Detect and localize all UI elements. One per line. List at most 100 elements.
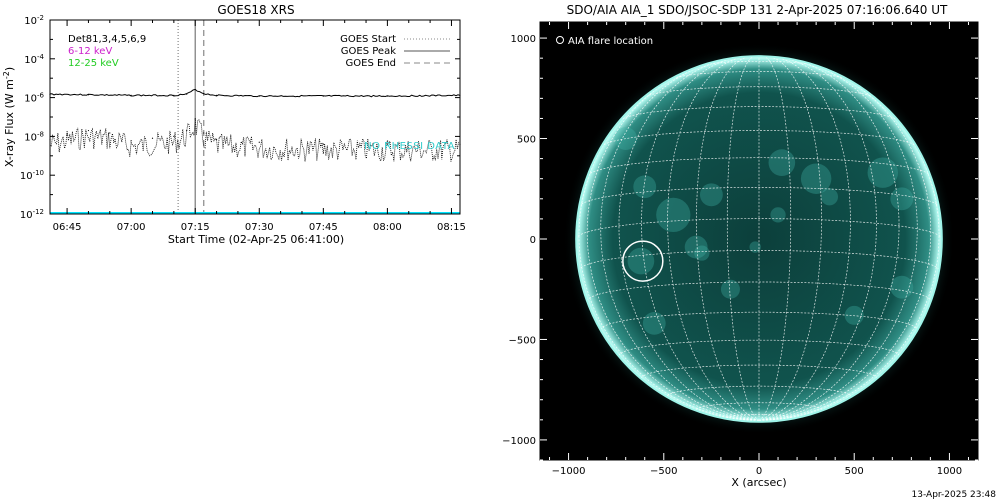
x-tick-label: 07:45 bbox=[309, 222, 338, 233]
longitude-line bbox=[726, 56, 760, 421]
goes-x-axis: 06:45 07:00 07:15 07:30 07:45 08:00 08:15 bbox=[53, 20, 466, 233]
latitude-line bbox=[618, 339, 900, 356]
series-1-point bbox=[203, 132, 205, 134]
series-0-line bbox=[49, 88, 461, 98]
series-1-point bbox=[66, 134, 68, 136]
goes-x-axis-label: Start Time (02-Apr-25 06:41:00) bbox=[168, 233, 344, 246]
goes-event-markers bbox=[177, 20, 205, 214]
aia-x-tick-label: 1000 bbox=[937, 466, 962, 477]
x-tick-label: 06:45 bbox=[53, 222, 82, 233]
legend-detector-entry: 12-25 keV bbox=[68, 58, 119, 69]
active-region bbox=[656, 197, 691, 233]
aia-y-tick-label: −500 bbox=[509, 335, 536, 346]
goes-plot-area bbox=[50, 20, 460, 214]
latitude-line bbox=[578, 187, 940, 207]
x-tick-label: 08:00 bbox=[373, 222, 402, 233]
legend-marker-entry: GOES Peak bbox=[341, 46, 396, 57]
active-regions bbox=[614, 127, 914, 335]
flare-legend-marker bbox=[556, 36, 564, 44]
series-0-point bbox=[173, 94, 175, 96]
longitude-line bbox=[618, 57, 760, 422]
series-0-point bbox=[186, 93, 188, 95]
active-region bbox=[890, 275, 914, 299]
aia-y-axis: −1000 −500 0 500 1000 bbox=[502, 34, 978, 461]
series-1-point bbox=[215, 138, 218, 141]
latitude-line bbox=[619, 106, 899, 121]
aia-x-tick-label: 500 bbox=[845, 466, 864, 477]
series-1-point bbox=[151, 137, 154, 139]
plot-timestamp: 13-Apr-2025 23:48 bbox=[912, 490, 997, 500]
legend-marker-entry: GOES Start bbox=[340, 34, 396, 45]
series-1-point bbox=[194, 118, 196, 120]
aia-x-axis: −1000 −500 0 500 1000 bbox=[549, 22, 969, 477]
series-0-point bbox=[322, 95, 324, 97]
active-region bbox=[770, 207, 786, 223]
aia-x-tick-label: −500 bbox=[650, 466, 677, 477]
goes-xrs-panel: GOES18 XRS 10-2 10-4 10-6 10-8 10-10 10-12 06… bbox=[2, 3, 466, 246]
latitude-line bbox=[600, 130, 918, 148]
latitude-line bbox=[586, 281, 932, 302]
series-0-point bbox=[194, 88, 196, 91]
active-region bbox=[699, 183, 723, 207]
solar-disk bbox=[576, 56, 942, 422]
aia-image-panel: SDO/AIA AIA_1 SDO/JSOC-SDP 131 2-Apr-202… bbox=[502, 3, 996, 500]
longitude-line bbox=[758, 56, 792, 421]
active-region bbox=[768, 149, 796, 176]
longitude-line bbox=[758, 57, 877, 422]
active-region bbox=[720, 279, 740, 299]
goes-series bbox=[49, 88, 461, 162]
active-region bbox=[633, 175, 657, 199]
active-region bbox=[749, 241, 761, 253]
aia-x-tick-label: 0 bbox=[756, 466, 762, 477]
x-tick-label: 08:15 bbox=[437, 222, 466, 233]
active-region bbox=[844, 305, 864, 325]
goes-y-axis: 10-2 10-4 10-6 10-8 10-10 10-12 bbox=[20, 14, 460, 221]
series-1-point bbox=[109, 132, 111, 134]
y-tick-label: 10-6 bbox=[24, 92, 44, 105]
series-0-point bbox=[203, 93, 205, 95]
latitude-line bbox=[576, 218, 942, 240]
longitude-line bbox=[758, 56, 851, 422]
legend-marker-entry: GOES End bbox=[346, 58, 396, 69]
series-1-line bbox=[49, 118, 460, 162]
series-1-point bbox=[130, 140, 132, 142]
legend-detector-entry: Det81,3,4,5,6,9 bbox=[68, 34, 146, 45]
latitude-line bbox=[726, 414, 792, 418]
flare-legend-label: AIA flare location bbox=[568, 36, 653, 47]
active-region bbox=[867, 157, 899, 188]
x-tick-label: 07:30 bbox=[245, 222, 274, 233]
active-region bbox=[820, 188, 839, 206]
series-1-point bbox=[258, 141, 260, 143]
series-0-point bbox=[215, 94, 218, 96]
aia-y-tick-label: −1000 bbox=[502, 436, 536, 447]
active-region bbox=[642, 311, 666, 335]
y-tick-label: 10-10 bbox=[20, 169, 44, 182]
latitude-line bbox=[587, 157, 931, 176]
aia-y-tick-label: 0 bbox=[530, 235, 536, 246]
aia-y-tick-label: 500 bbox=[517, 135, 536, 146]
active-region bbox=[694, 245, 710, 261]
y-tick-label: 10-12 bbox=[20, 208, 44, 221]
y-tick-label: 10-8 bbox=[24, 130, 44, 143]
aia-y-tick-label: 1000 bbox=[511, 34, 536, 45]
aia-title: SDO/AIA AIA_1 SDO/JSOC-SDP 131 2-Apr-202… bbox=[567, 3, 948, 17]
series-0-point bbox=[87, 94, 90, 96]
series-1-point bbox=[322, 143, 324, 145]
active-region bbox=[890, 187, 914, 211]
active-region bbox=[800, 163, 832, 194]
latitude-line bbox=[578, 250, 940, 271]
y-tick-label: 10-2 bbox=[24, 14, 44, 27]
series-0-point bbox=[130, 94, 132, 96]
longitude-line bbox=[586, 65, 760, 422]
latitude-line bbox=[699, 60, 819, 67]
series-0-point bbox=[258, 95, 260, 97]
x-tick-label: 07:00 bbox=[117, 222, 146, 233]
latitude-line bbox=[642, 86, 876, 99]
flare-location-circle bbox=[622, 240, 664, 282]
longitude-line bbox=[641, 57, 760, 422]
legend-detector-entry: 6-12 keV bbox=[68, 46, 112, 57]
aia-x-tick-label: −1000 bbox=[552, 466, 586, 477]
